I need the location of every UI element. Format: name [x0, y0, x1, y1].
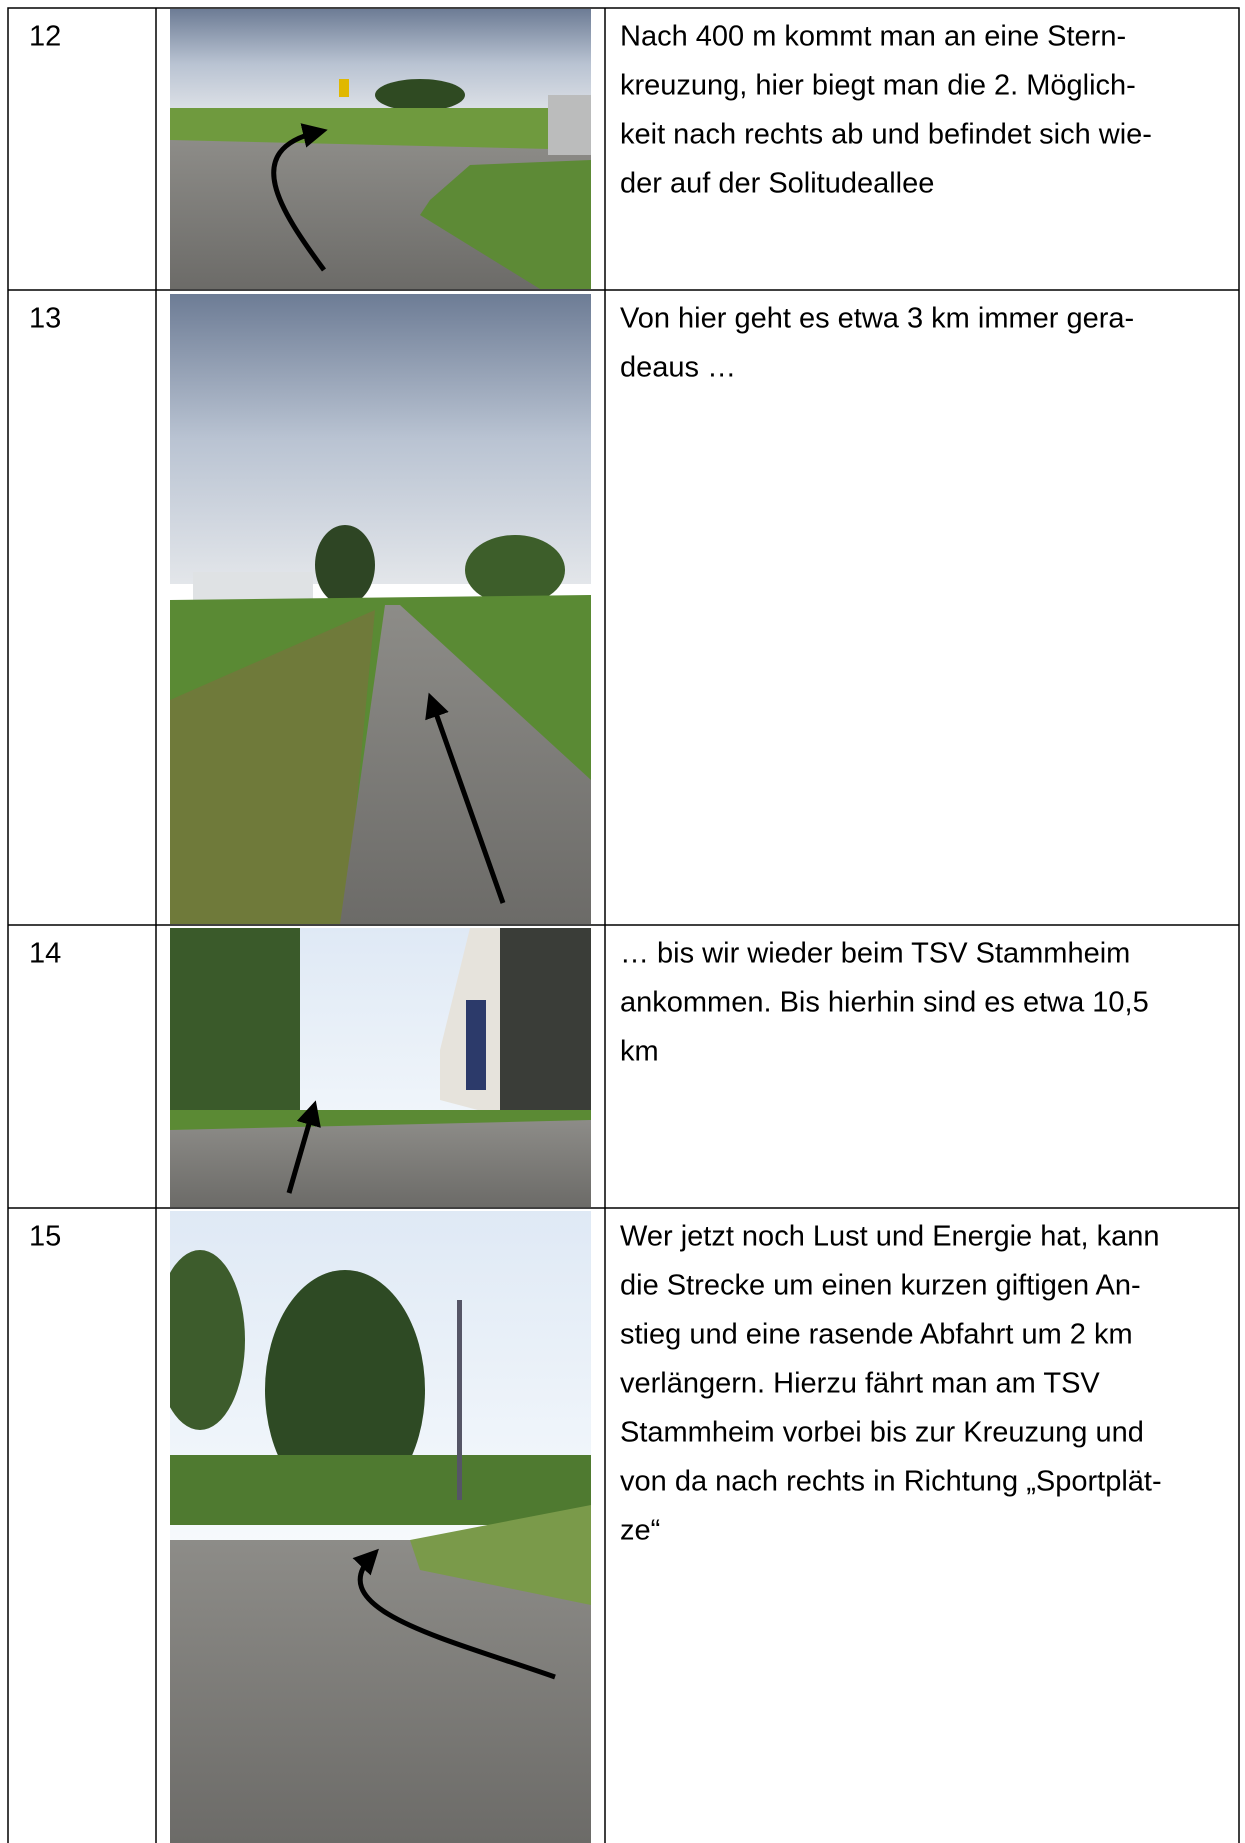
row-text-line: kreuzung, hier biegt man die 2. Möglich-: [620, 70, 1136, 102]
row-number: 15: [29, 1221, 61, 1253]
row-text-line: ankommen. Bis hierhin sind es etwa 10,5: [620, 987, 1149, 1019]
row-number: 12: [29, 21, 61, 53]
row-text-line: stieg und eine rasende Abfahrt um 2 km: [620, 1319, 1133, 1351]
row-text-line: die Strecke um einen kurzen giftigen An-: [620, 1270, 1141, 1302]
row-text-line: Von hier geht es etwa 3 km immer gera-: [620, 303, 1134, 335]
row-text-line: km: [620, 1036, 659, 1068]
row-number: 13: [29, 303, 61, 335]
row-text-line: der auf der Solitudeallee: [620, 168, 934, 200]
photo: [170, 294, 591, 924]
photo: [170, 9, 591, 289]
row-text-line: Nach 400 m kommt man an eine Stern-: [620, 21, 1126, 53]
row-text-line: von da nach rechts in Richtung „Sportplä…: [620, 1466, 1162, 1498]
row-text-line: … bis wir wieder beim TSV Stammheim: [620, 938, 1130, 970]
row-text-line: Stammheim vorbei bis zur Kreuzung und: [620, 1417, 1144, 1449]
photo: [170, 928, 591, 1207]
photo: [155, 1211, 591, 1843]
row-text-line: Wer jetzt noch Lust und Energie hat, kan…: [620, 1221, 1160, 1253]
document-page: 12 Nach 400 m kommt man an eine Stern-kre…: [0, 0, 1245, 1843]
row-text-line: keit nach rechts ab und befindet sich wi…: [620, 119, 1152, 151]
row-text-line: verlängern. Hierzu fährt man am TSV: [620, 1368, 1100, 1400]
row-text-line: ze“: [620, 1515, 660, 1547]
row-text-line: deaus …: [620, 352, 736, 384]
row-number: 14: [29, 938, 61, 970]
